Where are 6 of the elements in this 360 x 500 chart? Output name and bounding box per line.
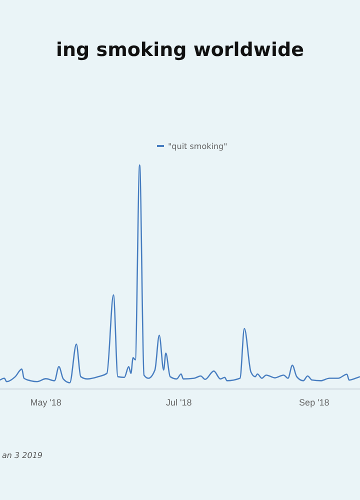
chart-title: ing smoking worldwide (56, 39, 304, 61)
text: an 3 2019 (2, 451, 43, 460)
x-tick-label: Sep '18 (299, 397, 330, 408)
x-tick-label: Jul '18 (166, 397, 192, 408)
x-tick-label: May '18 (30, 397, 62, 408)
legend-label: "quit smoking" (168, 142, 228, 151)
